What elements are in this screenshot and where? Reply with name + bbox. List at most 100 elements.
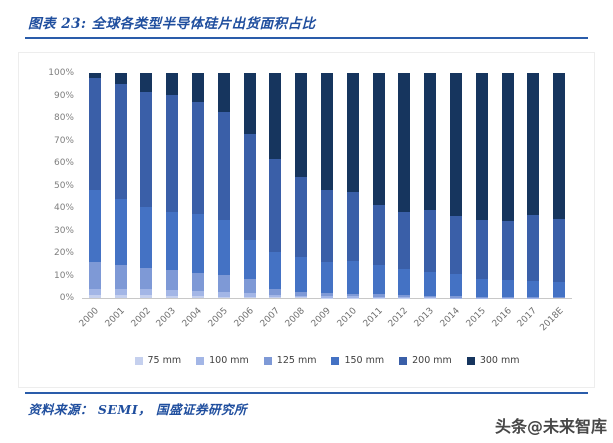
bar-slot-2010 xyxy=(340,73,366,298)
segment-125mm-2017 xyxy=(527,297,540,298)
stacked-bar-2004 xyxy=(192,73,205,298)
watermark: 头条@未来智库 xyxy=(494,417,607,436)
legend-swatch-125mm xyxy=(263,356,272,365)
stacked-bar-2018E xyxy=(553,73,566,298)
plot-area xyxy=(82,73,572,299)
legend-item-200mm: 200 mm xyxy=(399,355,452,366)
x-tick-label-2018E: 2018E xyxy=(537,306,566,334)
segment-150mm-2013 xyxy=(424,271,437,296)
stacked-bar-2012 xyxy=(398,73,411,298)
segment-200mm-2003 xyxy=(166,94,179,213)
segment-125mm-2009 xyxy=(321,293,334,297)
segment-200mm-2000 xyxy=(88,77,101,191)
legend-swatch-150mm xyxy=(331,356,340,365)
segment-200mm-2011 xyxy=(372,205,385,266)
stacked-bar-2005 xyxy=(217,73,230,298)
x-tick-label-2002: 2002 xyxy=(129,306,153,330)
x-tick-label-2000: 2000 xyxy=(77,306,101,330)
figure-title: 图表 23: 全球各类型半导体硅片出货面积占比 xyxy=(28,16,316,32)
segment-200mm-2013 xyxy=(424,210,437,272)
bar-slot-2002 xyxy=(134,73,160,298)
segment-300mm-2002 xyxy=(140,73,153,93)
segment-100mm-2007 xyxy=(269,294,282,297)
x-axis: 2000 2001 2002 2003 2004 2005 2006 2007 2008 2009… xyxy=(78,300,572,342)
bar-slot-2008 xyxy=(288,73,314,298)
legend-label-200mm: 200 mm xyxy=(412,355,452,366)
segment-150mm-2005 xyxy=(217,220,230,276)
legend-label-75mm: 75 mm xyxy=(147,355,182,366)
stacked-bar-2013 xyxy=(424,73,437,298)
y-tick-label-70pct: 70% xyxy=(53,135,74,146)
segment-125mm-2004 xyxy=(192,272,205,291)
y-tick-label-50pct: 50% xyxy=(53,180,74,191)
x-tick-label-2003: 2003 xyxy=(155,306,179,330)
segment-150mm-2002 xyxy=(140,207,153,269)
y-tick-label-0pct: 0% xyxy=(59,293,74,303)
segment-75mm-2000 xyxy=(88,294,101,298)
segment-200mm-2002 xyxy=(140,92,153,208)
x-tick-label-2014: 2014 xyxy=(438,306,463,330)
segment-150mm-2008 xyxy=(295,257,308,292)
segment-200mm-2005 xyxy=(217,111,230,221)
bar-slot-2011 xyxy=(366,73,392,298)
segment-125mm-2005 xyxy=(217,275,230,292)
segment-150mm-2010 xyxy=(346,260,359,294)
segment-150mm-2006 xyxy=(243,239,256,280)
x-tick-label-2016: 2016 xyxy=(490,306,514,330)
legend-label-125mm: 125 mm xyxy=(276,355,317,366)
bar-slot-2006 xyxy=(237,73,263,298)
legend-item-125mm: 125 mm xyxy=(263,355,317,366)
segment-300mm-2013 xyxy=(424,73,437,211)
segment-125mm-2003 xyxy=(166,270,179,290)
segment-200mm-2004 xyxy=(192,102,205,214)
segment-200mm-2017 xyxy=(527,215,540,281)
legend-item-100mm: 100 mm xyxy=(196,355,249,366)
segment-75mm-2007 xyxy=(269,296,282,298)
segment-150mm-2003 xyxy=(166,212,179,271)
segment-300mm-2009 xyxy=(321,73,334,191)
segment-300mm-2000 xyxy=(88,73,101,78)
segment-300mm-2008 xyxy=(295,73,308,177)
stacked-bar-2001 xyxy=(114,73,127,298)
segment-100mm-2012 xyxy=(398,297,411,298)
stacked-bar-2017 xyxy=(527,73,540,298)
x-tick-label-2017: 2017 xyxy=(516,306,540,330)
segment-75mm-2006 xyxy=(243,297,256,298)
segment-150mm-2001 xyxy=(114,199,127,266)
segment-300mm-2018E xyxy=(553,73,566,220)
x-tick-label-2007: 2007 xyxy=(258,306,282,330)
segment-125mm-2013 xyxy=(424,295,437,298)
segment-300mm-2004 xyxy=(192,73,205,103)
legend-item-300mm: 300 mm xyxy=(466,355,519,366)
segment-150mm-2018E xyxy=(553,282,566,298)
segment-100mm-2000 xyxy=(88,289,101,295)
bars xyxy=(82,73,572,298)
segment-125mm-2008 xyxy=(295,291,308,296)
x-tick-label-2005: 2005 xyxy=(206,306,230,330)
segment-300mm-2011 xyxy=(372,73,385,206)
segment-125mm-2011 xyxy=(372,294,385,297)
x-tick-label-2004: 2004 xyxy=(180,306,205,330)
bar-slot-2013 xyxy=(417,73,443,298)
stacked-bar-2000 xyxy=(88,73,101,298)
segment-125mm-2006 xyxy=(243,279,256,294)
segment-100mm-2010 xyxy=(346,296,359,298)
segment-200mm-2018E xyxy=(553,219,566,283)
segment-200mm-2001 xyxy=(114,84,127,199)
y-tick-label-10pct: 10% xyxy=(53,270,74,281)
stacked-bar-2015 xyxy=(475,73,488,298)
x-tick-label-2001: 2001 xyxy=(103,306,127,330)
title-divider-line xyxy=(25,37,588,39)
segment-75mm-2008 xyxy=(295,297,308,298)
y-tick-label-40pct: 40% xyxy=(53,203,74,213)
bar-slot-2014 xyxy=(443,73,469,298)
segment-300mm-2007 xyxy=(269,73,282,159)
segment-75mm-2005 xyxy=(217,296,230,298)
segment-150mm-2016 xyxy=(501,280,514,297)
legend-swatch-75mm xyxy=(134,356,143,365)
segment-100mm-2011 xyxy=(372,296,385,298)
x-tick-label-2010: 2010 xyxy=(335,306,359,330)
segment-100mm-2006 xyxy=(243,293,256,298)
y-tick-label-80pct: 80% xyxy=(53,113,74,123)
bar-slot-2004 xyxy=(185,73,211,298)
